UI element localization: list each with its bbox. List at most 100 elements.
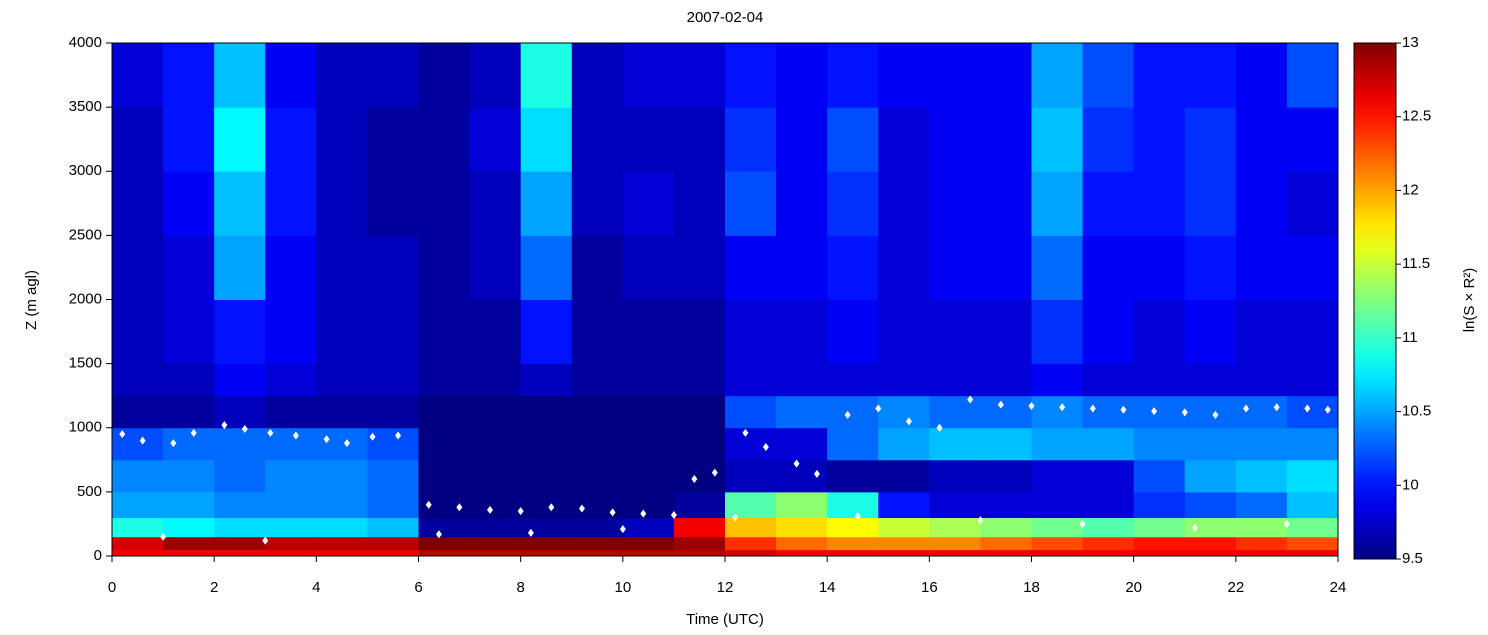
heatmap-cell: [418, 43, 471, 108]
y-tick-label: 3500: [69, 98, 102, 115]
layer-point: [267, 428, 274, 437]
heatmap-cell: [112, 171, 164, 236]
heatmap-cell: [469, 171, 522, 236]
colorbar-tick-label: 11: [1402, 329, 1418, 346]
heatmap-cell: [163, 536, 215, 551]
heatmap-cell: [316, 459, 368, 493]
heatmap-cell: [367, 549, 419, 557]
heatmap-cell: [112, 107, 164, 172]
heatmap-cell: [316, 43, 368, 108]
heatmap-cell: [214, 171, 266, 236]
heatmap-cell: [214, 107, 266, 172]
heatmap-cell: [1235, 491, 1288, 519]
heatmap-cell: [725, 549, 777, 557]
layer-point: [139, 436, 146, 445]
heatmap-cell: [316, 363, 368, 397]
heatmap-cell: [878, 549, 930, 557]
heatmap-cell: [520, 491, 573, 519]
heatmap-cell: [1031, 491, 1084, 519]
heatmap-cell: [1133, 363, 1186, 397]
chart-title: 2007-02-04: [687, 9, 764, 26]
heatmap-cell: [622, 107, 675, 172]
layer-point: [609, 508, 616, 517]
heatmap-cell: [316, 517, 368, 538]
layer-point: [732, 513, 739, 522]
heatmap-cell: [265, 517, 317, 538]
y-tick-label: 4000: [69, 34, 102, 51]
heatmap-cell: [673, 43, 726, 108]
layer-point: [1120, 405, 1127, 414]
heatmap-cell: [1286, 517, 1339, 538]
colorbar-tick-label: 10: [1402, 476, 1419, 493]
layer-point: [1151, 407, 1158, 416]
heatmap-cell: [316, 491, 368, 519]
heatmap-cell: [929, 459, 981, 493]
heatmap-cell: [418, 299, 471, 365]
heatmap-cell: [1031, 235, 1084, 300]
heatmap-cell: [622, 43, 675, 108]
heatmap-cell: [163, 491, 215, 519]
heatmap-cell: [622, 491, 675, 519]
heatmap-cell: [112, 235, 164, 300]
heatmap-cell: [1235, 363, 1288, 397]
heatmap-cell: [980, 491, 1032, 519]
heatmap-cell: [673, 235, 726, 300]
heatmap-cell: [725, 171, 777, 236]
heatmap-cell: [1082, 235, 1135, 300]
heatmap-cell: [571, 171, 624, 236]
layer-point: [844, 410, 851, 419]
heatmap-cell: [1184, 171, 1237, 236]
layer-point: [1191, 523, 1198, 532]
heatmap-cell: [571, 491, 624, 519]
heatmap-cell: [673, 363, 726, 397]
heatmap-cell: [520, 427, 573, 461]
heatmap-cell: [571, 395, 624, 429]
heatmap-cell: [1133, 549, 1186, 557]
heatmap-cell: [980, 517, 1032, 538]
colorbar-tick-label: 9.5: [1402, 550, 1423, 567]
heatmap-cell: [673, 427, 726, 461]
heatmap-cell: [520, 517, 573, 538]
heatmap-cell: [1286, 43, 1339, 108]
layer-point: [292, 431, 299, 440]
x-tick-label: 10: [614, 579, 631, 596]
y-tick-label: 500: [77, 483, 102, 500]
layer-point: [487, 505, 494, 514]
heatmap-cell: [1184, 43, 1237, 108]
x-tick-label: 2: [210, 579, 218, 596]
heatmap-cell: [622, 536, 675, 551]
heatmap-cell: [980, 427, 1032, 461]
heatmap-cell: [1031, 536, 1084, 551]
heatmap-cell: [112, 536, 164, 551]
heatmap-cell: [469, 107, 522, 172]
x-tick-label: 12: [717, 579, 734, 596]
heatmap-cell: [163, 43, 215, 108]
heatmap-cell: [929, 395, 981, 429]
layer-point: [1243, 404, 1250, 413]
heatmap-cell: [929, 536, 981, 551]
heatmap-cell: [367, 536, 419, 551]
heatmap-cell: [1031, 549, 1084, 557]
heatmap-cell: [1184, 549, 1237, 557]
heatmap-cell: [1286, 536, 1339, 551]
x-axis-label: Time (UTC): [686, 611, 764, 628]
heatmap-cell: [163, 235, 215, 300]
heatmap-cell: [571, 107, 624, 172]
heatmap-cell: [367, 43, 419, 108]
heatmap-cell: [878, 363, 930, 397]
heatmap-cell: [827, 171, 879, 236]
heatmap-cell: [214, 43, 266, 108]
heatmap-cell: [878, 107, 930, 172]
heatmap-cell: [929, 235, 981, 300]
heatmap-cell: [214, 427, 266, 461]
layer-point: [578, 504, 585, 513]
heatmap-cell: [1184, 363, 1237, 397]
heatmap-cell: [1082, 427, 1135, 461]
heatmap-cell: [1286, 459, 1339, 493]
heatmap-cell: [112, 43, 164, 108]
heatmap-cell: [1133, 171, 1186, 236]
heatmap-cell: [469, 536, 522, 551]
heatmap-cell: [827, 107, 879, 172]
heatmap-cell: [112, 491, 164, 519]
heatmap-cell: [367, 235, 419, 300]
